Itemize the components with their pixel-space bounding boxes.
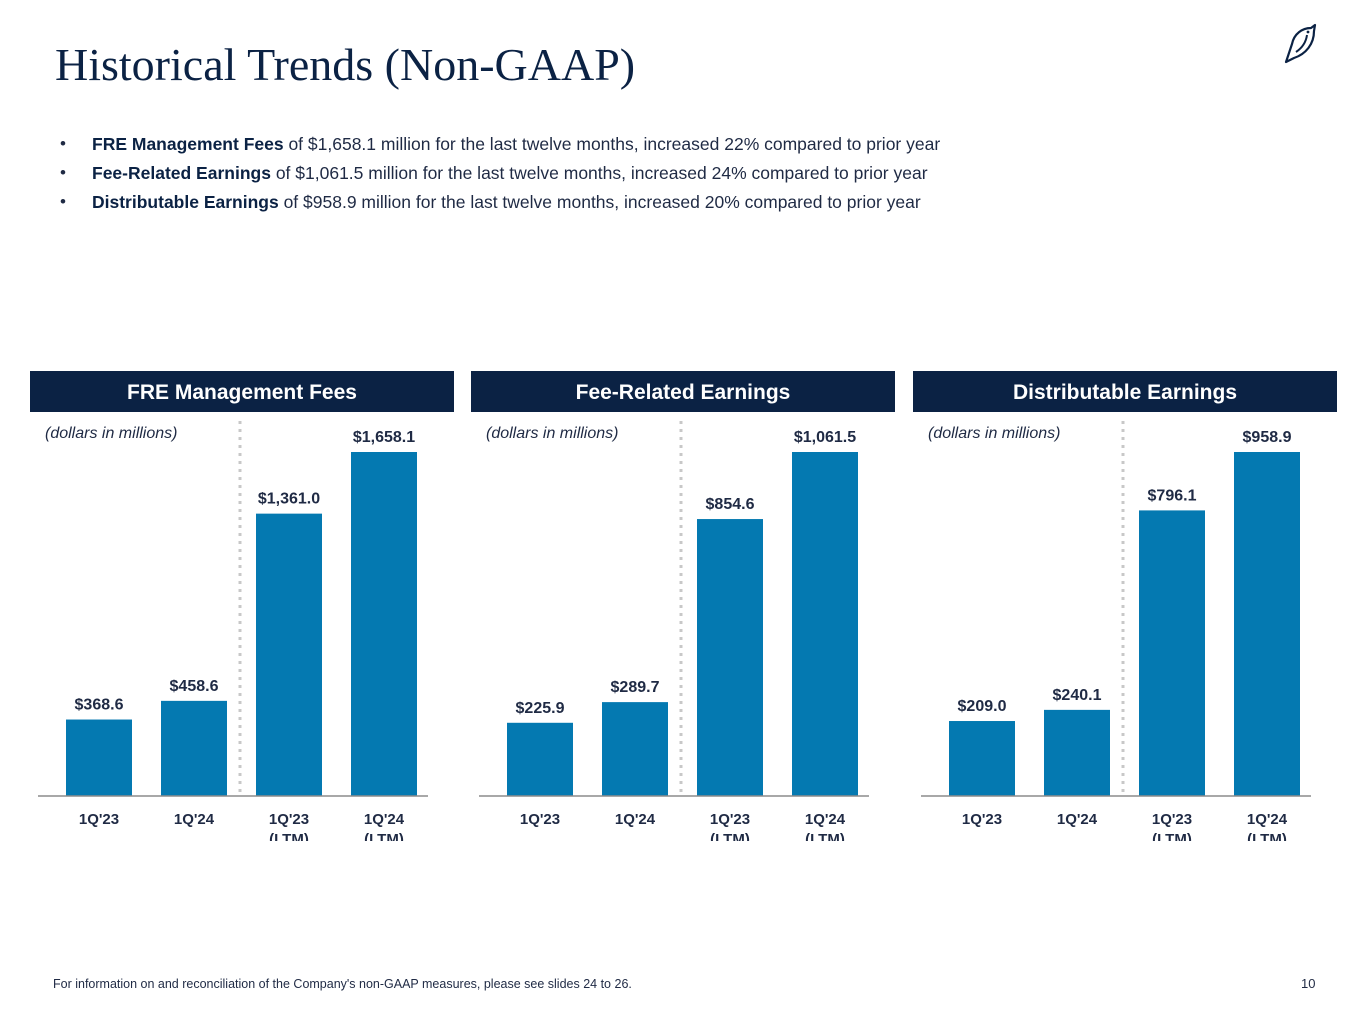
bullet-item: Distributable Earnings of $958.9 million… [60,190,940,219]
x-tick-label: (LTM) [1152,831,1192,841]
x-tick-label: (LTM) [1247,831,1287,841]
page-number: 10 [1301,976,1316,991]
x-tick-label: 1Q'23 [79,811,119,828]
data-label: $289.7 [611,679,660,696]
bullet-list: FRE Management Fees of $1,658.1 million … [60,132,940,219]
x-tick-label: (LTM) [710,831,750,841]
x-tick-label: 1Q'23 [520,811,560,828]
bar [507,722,573,796]
chart-title: FRE Management Fees [30,371,454,412]
bar [66,719,132,796]
x-tick-label: (LTM) [364,831,404,841]
bullet-item: Fee-Related Earnings of $1,061.5 million… [60,161,940,190]
footnote: For information on and reconciliation of… [53,977,632,991]
chart-panel-distributable-earnings: Distributable Earnings (dollars in milli… [913,371,1337,841]
bar [1044,709,1110,796]
data-label: $958.9 [1243,429,1292,446]
data-label: $1,061.5 [794,429,856,446]
chart-units: (dollars in millions) [486,425,619,442]
bar [602,702,668,796]
x-tick-label: 1Q'24 [615,811,656,828]
chart-title: Distributable Earnings [913,371,1337,412]
x-tick-label: 1Q'24 [174,811,215,828]
x-tick-label: 1Q'24 [805,811,846,828]
x-tick-label: 1Q'24 [1057,811,1098,828]
bird-icon [1284,23,1317,64]
data-label: $240.1 [1053,687,1102,704]
x-tick-label: 1Q'23 [1152,811,1192,828]
bar [161,700,227,796]
x-tick-label: (LTM) [805,831,845,841]
x-tick-label: 1Q'23 [269,811,309,828]
x-tick-label: 1Q'24 [364,811,405,828]
page-title: Historical Trends (Non-GAAP) [55,39,636,90]
x-tick-label: (LTM) [269,831,309,841]
chart-units: (dollars in millions) [928,425,1061,442]
data-label: $796.1 [1148,487,1197,504]
data-label: $854.6 [706,496,755,513]
chart-units: (dollars in millions) [45,425,178,442]
chart-panel-fre-management-fees: FRE Management Fees (dollars in millions… [30,371,454,841]
bar [1139,510,1205,796]
bar [1234,452,1300,796]
data-label: $458.6 [170,678,219,695]
chart-panel-fee-related-earnings: Fee-Related Earnings (dollars in million… [471,371,895,841]
bar [792,452,858,796]
bar-chart: $209.0 1Q'23 $240.1 1Q'24 $796.1 1Q'23 (LTM) $9… [921,421,1311,841]
data-label: $1,361.0 [258,491,320,508]
x-tick-label: 1Q'24 [1247,811,1288,828]
bar-chart: $225.9 1Q'23 $289.7 1Q'24 $854.6 1Q'23 (LTM) $1… [479,421,869,841]
data-label: $368.6 [75,697,124,714]
bar [351,452,417,796]
x-tick-label: 1Q'23 [962,811,1002,828]
data-label: $1,658.1 [353,429,415,446]
x-tick-label: 1Q'23 [710,811,750,828]
data-label: $225.9 [516,700,565,717]
data-label: $209.0 [958,698,1007,715]
bar [949,721,1015,796]
bullet-item: FRE Management Fees of $1,658.1 million … [60,132,940,161]
chart-title: Fee-Related Earnings [471,371,895,412]
bar [256,513,322,796]
bar-chart: $368.6 1Q'23 $458.6 1Q'24 $1,361.0 1Q'23 (LTM)… [38,421,428,841]
bar [697,519,763,796]
